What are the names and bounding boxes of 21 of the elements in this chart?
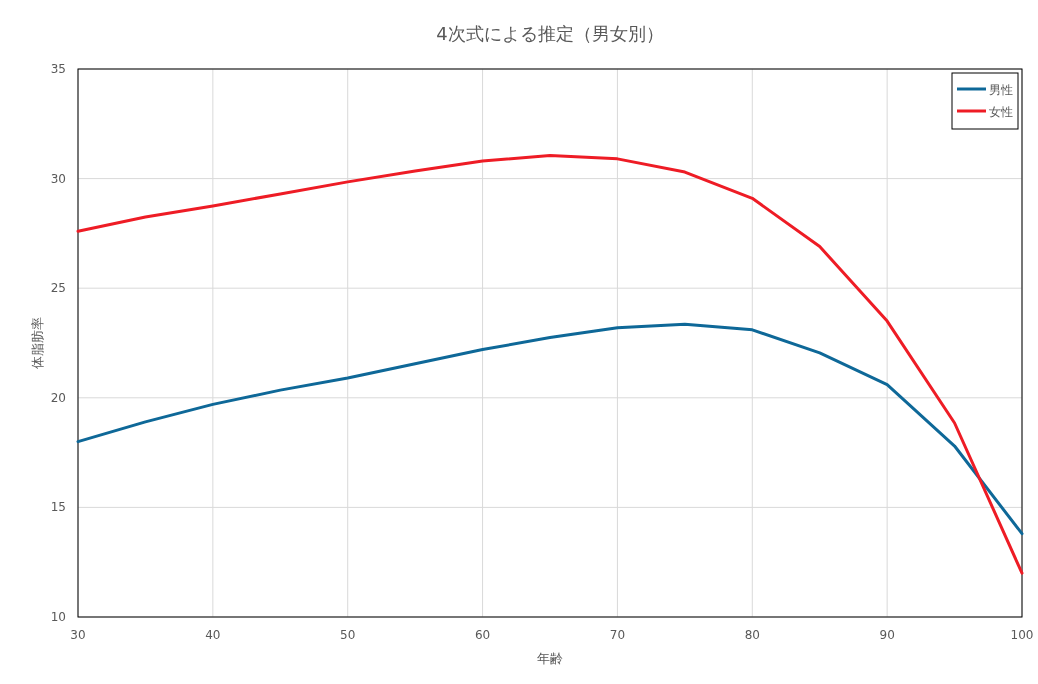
y-tick-label: 30 — [50, 171, 66, 186]
x-tick-label: 90 — [879, 628, 895, 642]
legend-label: 男性 — [989, 83, 1013, 97]
y-tick-label: 15 — [50, 500, 66, 515]
y-tick-label: 10 — [50, 610, 66, 624]
x-axis-title: 年齢 — [537, 651, 563, 666]
y-axis-title: 体脂肪率 — [30, 317, 45, 369]
x-tick-label: 60 — [474, 628, 491, 642]
legend-label: 女性 — [989, 105, 1013, 119]
x-tick-label: 50 — [340, 628, 356, 642]
line-series — [76, 322, 1024, 536]
chart-title: 4次式による推定（男女別） — [436, 23, 664, 44]
x-tick-label: 70 — [609, 628, 626, 642]
x-tick-label: 30 — [70, 628, 86, 642]
y-tick-label: 25 — [50, 281, 66, 296]
y-tick-label: 35 — [50, 62, 66, 76]
x-tick-label: 100 — [1010, 628, 1034, 642]
line-series — [76, 154, 1024, 575]
y-tick-label: 20 — [50, 390, 66, 405]
x-tick-label: 80 — [744, 628, 760, 642]
x-tick-label: 40 — [205, 628, 221, 642]
